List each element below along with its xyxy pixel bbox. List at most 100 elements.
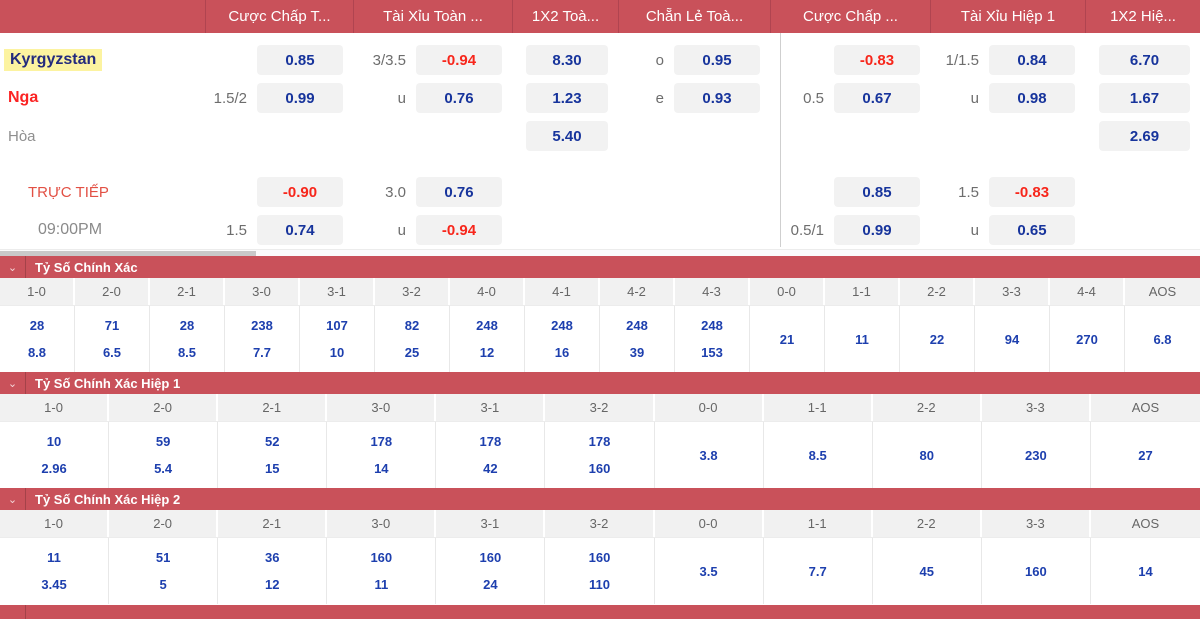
score-odds-cell[interactable]: 160 11	[327, 538, 437, 604]
score-odds-cell[interactable]: 22	[900, 306, 975, 372]
score-odds-cell[interactable]: 248 12	[450, 306, 525, 372]
score-odds-value: 238	[251, 318, 273, 333]
score-odds-cell[interactable]: 45	[873, 538, 982, 604]
score-odds-cell[interactable]: 80	[873, 422, 982, 488]
odds-value-button[interactable]: 0.85	[834, 177, 920, 207]
score-odds-cell[interactable]: 6.8	[1125, 306, 1200, 372]
score-odds-cell[interactable]: 7.7	[764, 538, 873, 604]
odds-cell: 1.67	[1085, 79, 1200, 117]
odds-value-button[interactable]: 5.40	[526, 121, 608, 151]
score-odds-cell[interactable]: 178 14	[327, 422, 437, 488]
handicap-label: 3.0	[385, 183, 406, 201]
odds-column-header[interactable]: Cược Chấp ...	[770, 0, 930, 33]
odds-cell	[770, 117, 930, 155]
odds-value-button[interactable]: 0.85	[257, 45, 343, 75]
score-odds-cell[interactable]: 178 160	[545, 422, 655, 488]
section-columns: 1-0 2-0 2-1 3-0 3-1 3-2 4-0 4-1 4-2 4-3 0-0 1-1 2-2 3…	[0, 278, 1200, 306]
score-odds-value: 110	[589, 577, 610, 592]
score-odds-cell[interactable]: 94	[975, 306, 1050, 372]
score-odds-cell[interactable]: 3.8	[655, 422, 764, 488]
score-odds-cell[interactable]: 248 153	[675, 306, 750, 372]
score-odds-cell[interactable]: 36 12	[218, 538, 328, 604]
odds-value-button[interactable]: 0.93	[674, 83, 760, 113]
odds-column-header[interactable]: Tài Xỉu Hiệp 1	[930, 0, 1085, 33]
odds-column-header[interactable]: Cược Chấp T...	[205, 0, 353, 33]
odds-value-button[interactable]: 2.69	[1099, 121, 1190, 151]
odds-value-button[interactable]: 0.84	[989, 45, 1075, 75]
score-odds-cell[interactable]: 238 7.7	[225, 306, 300, 372]
score-column-header: 1-1	[764, 394, 873, 421]
scrollbar-thumb[interactable]	[0, 251, 256, 256]
odds-value-button[interactable]: 0.99	[257, 83, 343, 113]
score-odds-cell[interactable]: 59 5.4	[109, 422, 219, 488]
odds-value-button[interactable]: 1.67	[1099, 83, 1190, 113]
score-odds-cell[interactable]: 10 2.96	[0, 422, 110, 488]
score-odds-cell[interactable]: 11 3.45	[0, 538, 110, 604]
score-odds-cell[interactable]: 28 8.8	[0, 306, 75, 372]
score-odds-cell[interactable]: 3.5	[655, 538, 764, 604]
score-column-header: 1-1	[764, 510, 873, 537]
odds-value-button[interactable]: 8.30	[526, 45, 608, 75]
odds-value-button[interactable]: 0.76	[416, 177, 502, 207]
score-column-header: 0-0	[655, 510, 764, 537]
chevron-down-icon[interactable]: ⌄	[0, 256, 26, 278]
odds-value-button[interactable]: 0.65	[989, 215, 1075, 245]
odds-value-button[interactable]: -0.83	[834, 45, 920, 75]
next-section-header-partial[interactable]	[0, 605, 1200, 619]
score-odds-cell[interactable]: 270	[1050, 306, 1125, 372]
odds-value-button[interactable]: -0.83	[989, 177, 1075, 207]
score-odds-cell[interactable]: 248 39	[600, 306, 675, 372]
score-column-header: 0-0	[655, 394, 764, 421]
score-odds-value: 28	[179, 318, 195, 333]
odds-value-button[interactable]: -0.90	[257, 177, 343, 207]
section-header[interactable]: ⌄ Tỷ Số Chính Xác	[0, 256, 1200, 278]
odds-value-button[interactable]: 0.99	[834, 215, 920, 245]
score-odds-cell[interactable]: 28 8.5	[150, 306, 225, 372]
score-column-header: 4-0	[450, 278, 525, 305]
odds-column-header[interactable]: 1X2 Toà...	[512, 0, 618, 33]
odds-value-button[interactable]: 0.74	[257, 215, 343, 245]
odds-value-button[interactable]: 0.95	[674, 45, 760, 75]
score-odds-value: 14	[1138, 563, 1153, 579]
score-odds-cell[interactable]: 21	[750, 306, 825, 372]
odds-column-header[interactable]: Tài Xỉu Toàn ...	[353, 0, 512, 33]
section-header[interactable]: ⌄ Tỷ Số Chính Xác Hiệp 1	[0, 372, 1200, 394]
odds-value-button[interactable]: 0.67	[834, 83, 920, 113]
odds-value-button[interactable]: 1.23	[526, 83, 608, 113]
score-odds-cell[interactable]: 248 16	[525, 306, 600, 372]
score-odds-value: 12	[479, 345, 495, 360]
score-odds-cell[interactable]: 160	[982, 538, 1091, 604]
odds-cell: 5.40	[512, 117, 618, 155]
odds-value-button[interactable]: 0.98	[989, 83, 1075, 113]
score-odds-cell[interactable]: 230	[982, 422, 1091, 488]
score-odds-cell[interactable]: 52 15	[218, 422, 328, 488]
score-column-header: 2-0	[109, 510, 219, 537]
chevron-down-icon[interactable]: ⌄	[0, 372, 26, 394]
score-odds-cell[interactable]: 82 25	[375, 306, 450, 372]
score-odds-cell[interactable]: 160 24	[436, 538, 546, 604]
score-odds-cell[interactable]: 160 110	[545, 538, 655, 604]
odds-value-button[interactable]: -0.94	[416, 215, 502, 245]
odds-panel: Cược Chấp T... Tài Xỉu Toàn ... 1X2 Toà...…	[0, 0, 1200, 256]
section-header[interactable]: ⌄ Tỷ Số Chính Xác Hiệp 2	[0, 488, 1200, 510]
odds-value-button[interactable]: 0.76	[416, 83, 502, 113]
score-odds-cell[interactable]: 14	[1091, 538, 1200, 604]
horizontal-scrollbar[interactable]	[0, 249, 1200, 256]
score-odds-cell[interactable]: 178 42	[436, 422, 546, 488]
score-odds-cell[interactable]: 71 6.5	[75, 306, 150, 372]
odds-column-header[interactable]: 1X2 Hiệ...	[1085, 0, 1200, 33]
score-odds-cell[interactable]: 27	[1091, 422, 1200, 488]
score-odds-cell[interactable]: 51 5	[109, 538, 219, 604]
handicap-label: u	[397, 221, 406, 239]
odds-value-button[interactable]: 6.70	[1099, 45, 1190, 75]
score-odds-value: 270	[1076, 331, 1098, 347]
score-odds-cell[interactable]: 107 10	[300, 306, 375, 372]
odds-cell: u 0.98	[930, 79, 1085, 117]
odds-value-button[interactable]: -0.94	[416, 45, 502, 75]
odds-column-header[interactable]: Chẵn Lẻ Toà...	[618, 0, 770, 33]
chevron-down-icon[interactable]: ⌄	[0, 488, 26, 510]
score-odds-cell[interactable]: 11	[825, 306, 900, 372]
score-odds-cell[interactable]: 8.5	[764, 422, 873, 488]
score-odds-value: 5.4	[154, 461, 173, 476]
score-odds-value: 160	[479, 550, 502, 565]
